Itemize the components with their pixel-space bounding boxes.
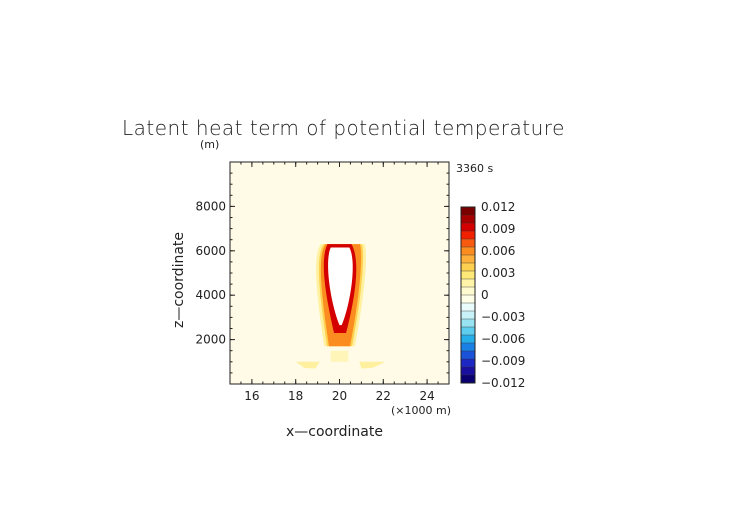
colorbar-tick-label: −0.003 xyxy=(481,310,525,324)
colorbar-segment xyxy=(461,303,475,312)
colorbar-tick-label: −0.009 xyxy=(481,354,525,368)
lower-shoulder-right xyxy=(359,361,386,369)
lower-column xyxy=(330,350,349,362)
colorbar-frame xyxy=(460,206,476,384)
y-tick-label: 6000 xyxy=(195,244,226,258)
plot-area xyxy=(230,162,449,384)
x-tick-label: 22 xyxy=(376,389,391,403)
colorbar-segment xyxy=(461,215,475,224)
field-features xyxy=(295,244,386,369)
colorbar-tick-label: 0.006 xyxy=(481,244,515,258)
time-label: 3360 s xyxy=(456,162,493,175)
colorbar-segment xyxy=(461,327,475,336)
x-tick-label: 24 xyxy=(419,389,434,403)
x-axis-label: x—coordinate xyxy=(286,424,383,440)
colorbar-segment xyxy=(461,367,475,376)
colorbar-segment xyxy=(461,271,475,280)
x-axis: 16 18 20 22 24 xyxy=(229,162,450,403)
colorbar-tick-label: 0.012 xyxy=(481,200,515,214)
y-tick-label: 4000 xyxy=(195,288,226,302)
x-tick-label: 18 xyxy=(288,389,303,403)
cloud-core xyxy=(328,247,353,326)
colorbar-segment xyxy=(461,343,475,352)
x-tick-label: 20 xyxy=(332,389,347,403)
y-axis-label: z—coordinate xyxy=(171,232,187,328)
colorbar-tick-label: −0.012 xyxy=(481,376,525,390)
colorbar-segment xyxy=(461,279,475,288)
y-tick-label: 8000 xyxy=(195,199,226,213)
colorbar-segment xyxy=(461,295,475,304)
colorbar-segment xyxy=(461,335,475,344)
y-tick-label: 2000 xyxy=(195,333,226,347)
y-unit-label: (m) xyxy=(200,138,219,151)
colorbar-segment xyxy=(461,231,475,240)
lower-shoulder-left xyxy=(295,361,320,369)
colorbar-segment xyxy=(461,311,475,320)
chart-title: Latent heat term of potential temperatur… xyxy=(122,116,565,140)
colorbar-segment xyxy=(461,223,475,232)
colorbar-tick-label: 0.003 xyxy=(481,266,515,280)
colorbar-segment xyxy=(461,351,475,360)
colorbar-tick-label: 0.009 xyxy=(481,222,515,236)
colorbar-segment xyxy=(461,319,475,328)
colorbar-tick-label: −0.006 xyxy=(481,332,525,346)
colorbar-segment xyxy=(461,263,475,272)
colorbar-segment xyxy=(461,287,475,296)
colorbar-segment xyxy=(461,359,475,368)
x-unit-label: (×1000 m) xyxy=(391,404,451,417)
colorbar-segment xyxy=(461,239,475,248)
x-tick-label: 16 xyxy=(244,389,259,403)
colorbar-segment xyxy=(461,255,475,264)
colorbar: 0.012 0.009 0.006 0.003 0 −0.003 −0.006 −0.009 −… xyxy=(460,200,525,390)
colorbar-segment xyxy=(461,247,475,256)
y-axis: 2000 4000 6000 8000 xyxy=(195,161,449,385)
colorbar-segment xyxy=(461,375,475,384)
colorbar-segment xyxy=(461,207,475,216)
colorbar-tick-label: 0 xyxy=(481,288,489,302)
